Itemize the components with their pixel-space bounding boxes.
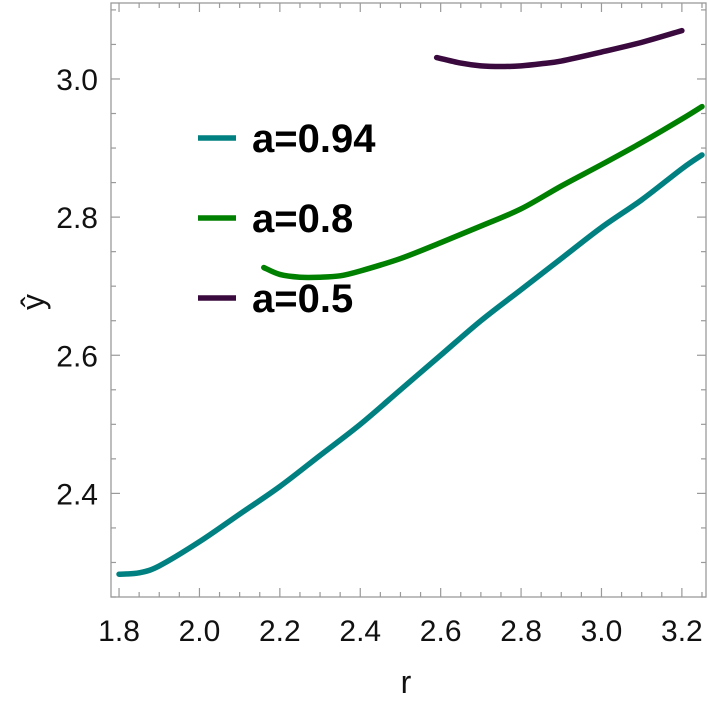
x-axis-label: r bbox=[401, 664, 412, 700]
series-line-2 bbox=[261, 103, 705, 281]
y-tick-label: 2.8 bbox=[56, 202, 98, 235]
series-line-1 bbox=[116, 152, 705, 577]
legend-label-1: a=0.94 bbox=[252, 117, 376, 161]
y-tick-label: 3.0 bbox=[56, 64, 98, 97]
y-axis-label: ŷ bbox=[15, 294, 51, 310]
tick-labels: 1.8 2.0 2.2 2.4 2.6 2.8 3.0 3.2 2.4 2.6 2.8 3.0 bbox=[56, 64, 702, 648]
x-tick-label: 2.6 bbox=[420, 615, 462, 648]
x-tick-label: 3.2 bbox=[661, 615, 703, 648]
legend-label-2: a=0.8 bbox=[252, 197, 353, 241]
series-lines bbox=[116, 27, 705, 577]
y-tick-label: 2.4 bbox=[56, 478, 98, 511]
x-tick-label: 1.8 bbox=[98, 615, 140, 648]
x-tick-label: 3.0 bbox=[581, 615, 623, 648]
x-tick-label: 2.8 bbox=[500, 615, 542, 648]
series-line-3 bbox=[433, 27, 685, 70]
x-tick-label: 2.4 bbox=[339, 615, 381, 648]
legend-label-3: a=0.5 bbox=[252, 277, 353, 321]
legend: a=0.94 a=0.8 a=0.5 bbox=[198, 117, 376, 321]
plot-frame bbox=[110, 2, 707, 598]
x-tick-label: 2.0 bbox=[179, 615, 221, 648]
x-tick-label: 2.2 bbox=[259, 615, 301, 648]
ticks bbox=[111, 3, 706, 598]
y-tick-label: 2.6 bbox=[56, 340, 98, 373]
